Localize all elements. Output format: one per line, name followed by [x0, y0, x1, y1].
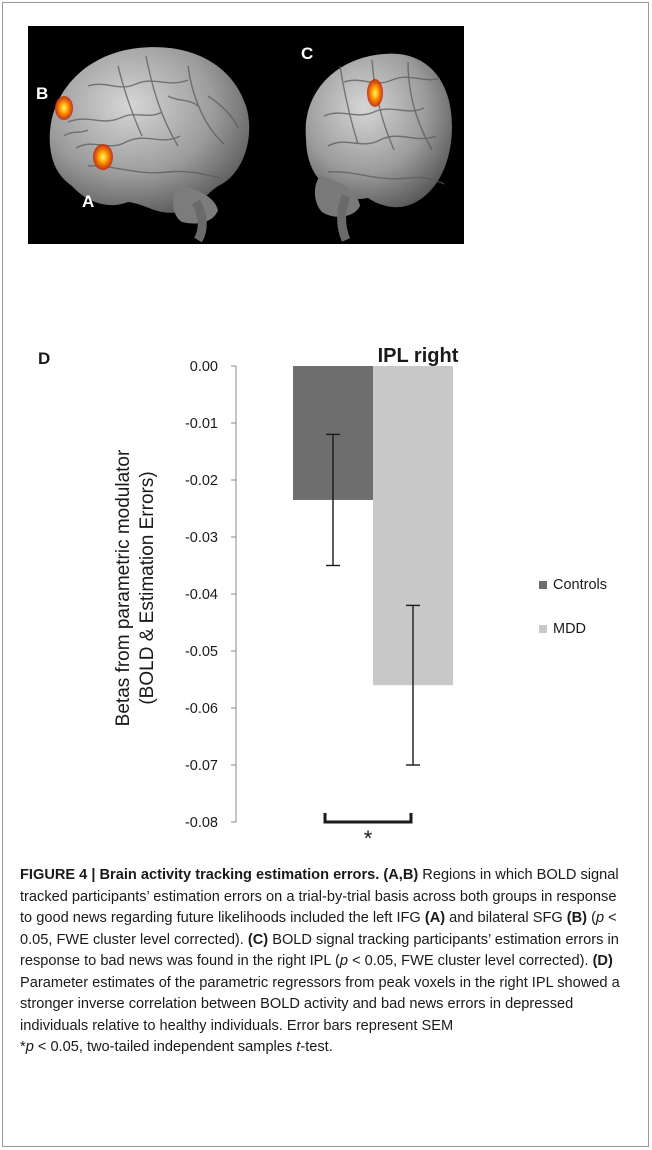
caption-p: p	[595, 910, 605, 926]
caption-ref-ab: (A,B)	[383, 867, 419, 883]
panel-label-c: C	[301, 44, 314, 63]
figure-caption: FIGURE 4 | Brain activity tracking estim…	[20, 865, 632, 1059]
brain-render-panel: B A C	[28, 26, 464, 244]
y-tick-label: -0.01	[185, 416, 218, 432]
y-axis-label: (BOLD & Estimation Errors)	[137, 471, 158, 704]
legend-label-controls: Controls	[553, 577, 607, 593]
caption-label: FIGURE 4 | Brain activity tracking estim…	[20, 867, 380, 883]
caption-text: < 0.05, FWE cluster level corrected).	[348, 953, 593, 969]
legend-swatch-mdd	[539, 625, 547, 633]
caption-p: p	[339, 953, 349, 969]
caption-p: p	[25, 1039, 34, 1055]
caption-ref-b: (B)	[566, 910, 588, 926]
chart-title: IPL right	[378, 345, 459, 367]
caption-text: Parameter estimates of the parametric re…	[20, 974, 620, 1034]
caption-t: t	[296, 1039, 301, 1055]
panel-label-d: D	[38, 349, 50, 368]
caption-ref-a: (A)	[424, 910, 446, 926]
legend-swatch-controls	[539, 581, 547, 589]
y-tick-label: -0.02	[185, 473, 218, 489]
panel-label-a: A	[82, 192, 95, 211]
significance-marker: *	[364, 826, 373, 850]
y-tick-label: 0.00	[190, 359, 218, 375]
caption-text: < 0.05, two-tailed independent samples	[33, 1039, 297, 1055]
y-tick-label: -0.06	[185, 701, 218, 717]
y-tick-label: -0.08	[185, 815, 218, 831]
legend-label-mdd: MDD	[553, 621, 586, 637]
y-tick-label: -0.03	[185, 530, 218, 546]
significance-bracket	[323, 813, 413, 824]
y-tick-label: -0.04	[185, 587, 218, 603]
bar-chart: D IPL right Betas from parametric modulato…	[38, 345, 607, 850]
left-brain-render	[49, 47, 250, 243]
caption-text: and bilateral SFG	[445, 910, 567, 926]
caption-ref-d: (D)	[592, 953, 613, 969]
caption-text: Regions in which BOLD signal tracked par…	[20, 867, 619, 926]
caption-text: (	[587, 910, 596, 926]
caption-star: *	[20, 1039, 26, 1055]
y-tick-label: -0.07	[185, 758, 218, 774]
y-tick-label: -0.05	[185, 644, 218, 660]
caption-text: < 0.05, FWE cluster level corrected).	[20, 910, 617, 948]
right-brain-render	[305, 53, 452, 242]
caption-text: -test.	[300, 1039, 333, 1055]
y-axis-label: Betas from parametric modulator	[113, 449, 134, 726]
panel-label-b: B	[36, 84, 49, 103]
caption-text: BOLD signal tracking participants’ estim…	[20, 931, 619, 970]
brain-render-image	[49, 47, 452, 243]
bar-chart-panel: D IPL right Betas from parametric modulato…	[0, 330, 652, 850]
caption-ref-c: (C)	[247, 931, 269, 948]
